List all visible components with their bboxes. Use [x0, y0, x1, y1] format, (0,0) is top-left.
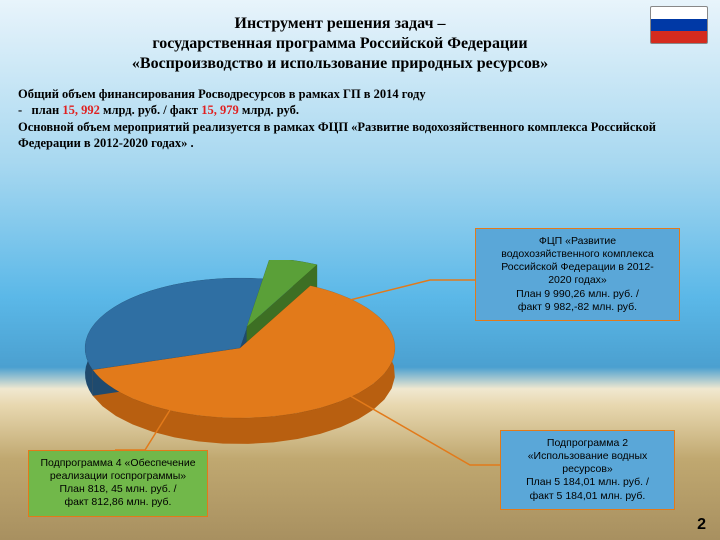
callout-text: Подпрограмма 2 — [509, 437, 666, 450]
callout-text: факт 9 982,-82 млн. руб. — [484, 301, 671, 314]
sub-fact-value: 15, 979 — [201, 103, 239, 117]
callout-text: План 5 184,01 млн. руб. / — [509, 476, 666, 489]
callout-text: факт 812,86 млн. руб. — [37, 496, 199, 509]
callout-sub2: Подпрограмма 2 «Использование водных рес… — [500, 430, 675, 510]
callout-text: Российской Федерации в 2012- — [484, 261, 671, 274]
callout-text: ресурсов» — [509, 463, 666, 476]
subtitle-block: Общий объем финансирования Росводресурсо… — [0, 82, 720, 151]
callout-text: водохозяйственного комплекса — [484, 248, 671, 261]
callout-text: факт 5 184,01 млн. руб. — [509, 490, 666, 503]
sub-plan-value: 15, 992 — [62, 103, 100, 117]
sub-prefix: - план — [18, 103, 62, 117]
title-line3: «Воспроизводство и использование природн… — [40, 54, 640, 74]
callout-text: ФЦП «Развитие — [484, 235, 671, 248]
callout-fcp: ФЦП «Развитие водохозяйственного комплек… — [475, 228, 680, 321]
sub-line2: - план 15, 992 млрд. руб. / факт 15, 979… — [18, 102, 702, 118]
sub-line3: Основной объем мероприятий реализуется в… — [18, 119, 702, 152]
callout-text: План 818, 45 млн. руб. / — [37, 483, 199, 496]
callout-text: «Использование водных — [509, 450, 666, 463]
callout-text: План 9 990,26 млн. руб. / — [484, 288, 671, 301]
title-line2: государственная программа Российской Фед… — [40, 34, 640, 54]
page-number: 2 — [697, 516, 706, 534]
sub-mid: млрд. руб. / факт — [100, 103, 201, 117]
sub-suffix: млрд. руб. — [239, 103, 299, 117]
callout-text: реализации госпрограммы» — [37, 470, 199, 483]
callout-text: Подпрограмма 4 «Обеспечение — [37, 457, 199, 470]
title-block: Инструмент решения задач – государственн… — [0, 0, 720, 82]
callout-sub4: Подпрограмма 4 «Обеспечение реализации г… — [28, 450, 208, 517]
pie-chart — [60, 260, 420, 460]
sub-line1: Общий объем финансирования Росводресурсо… — [18, 86, 702, 102]
callout-text: 2020 годах» — [484, 274, 671, 287]
title-line1: Инструмент решения задач – — [40, 14, 640, 34]
flag-emblem — [650, 6, 708, 44]
